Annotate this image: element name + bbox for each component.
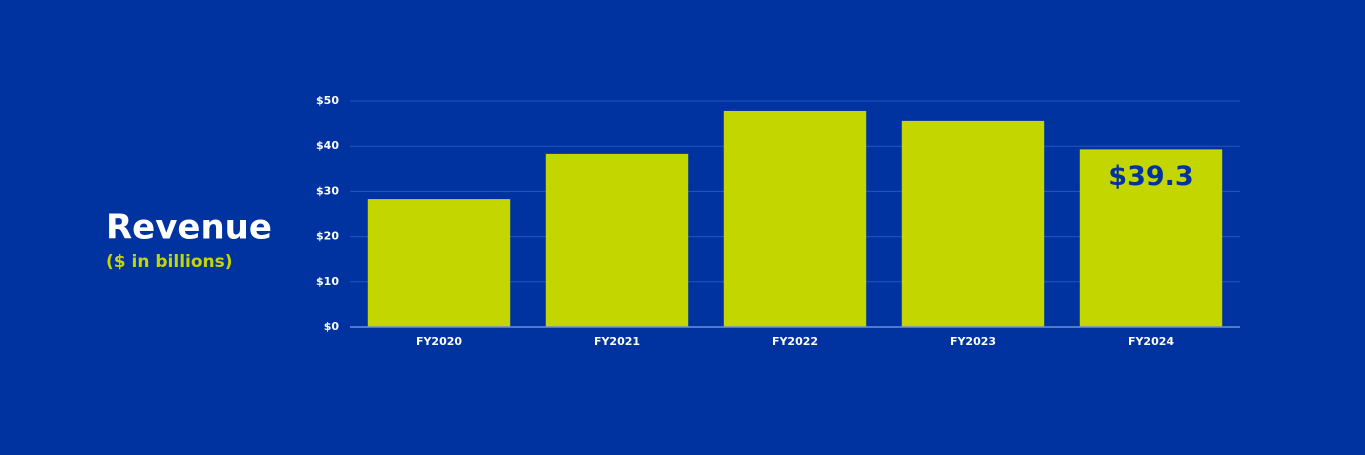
y-tick-label: $50: [316, 94, 339, 107]
x-tick-label: FY2020: [416, 335, 462, 348]
chart-title: Revenue: [106, 208, 272, 248]
bar: [367, 199, 511, 327]
bar: [1079, 149, 1223, 327]
x-tick-label: FY2024: [1128, 335, 1174, 348]
bar: [723, 110, 867, 327]
y-tick-label: $30: [316, 184, 339, 197]
y-tick-label: $40: [316, 139, 339, 152]
x-tick-label: FY2022: [772, 335, 818, 348]
y-tick-label: $10: [316, 275, 339, 288]
bar: [901, 120, 1045, 327]
x-tick-label: FY2021: [594, 335, 640, 348]
x-tick-label: FY2023: [950, 335, 996, 348]
y-tick-label: $0: [324, 320, 340, 333]
chart-subtitle: ($ in billions): [106, 252, 233, 272]
data-label: $39.3: [1108, 161, 1193, 192]
y-tick-label: $20: [316, 230, 339, 243]
bar: [545, 153, 689, 327]
